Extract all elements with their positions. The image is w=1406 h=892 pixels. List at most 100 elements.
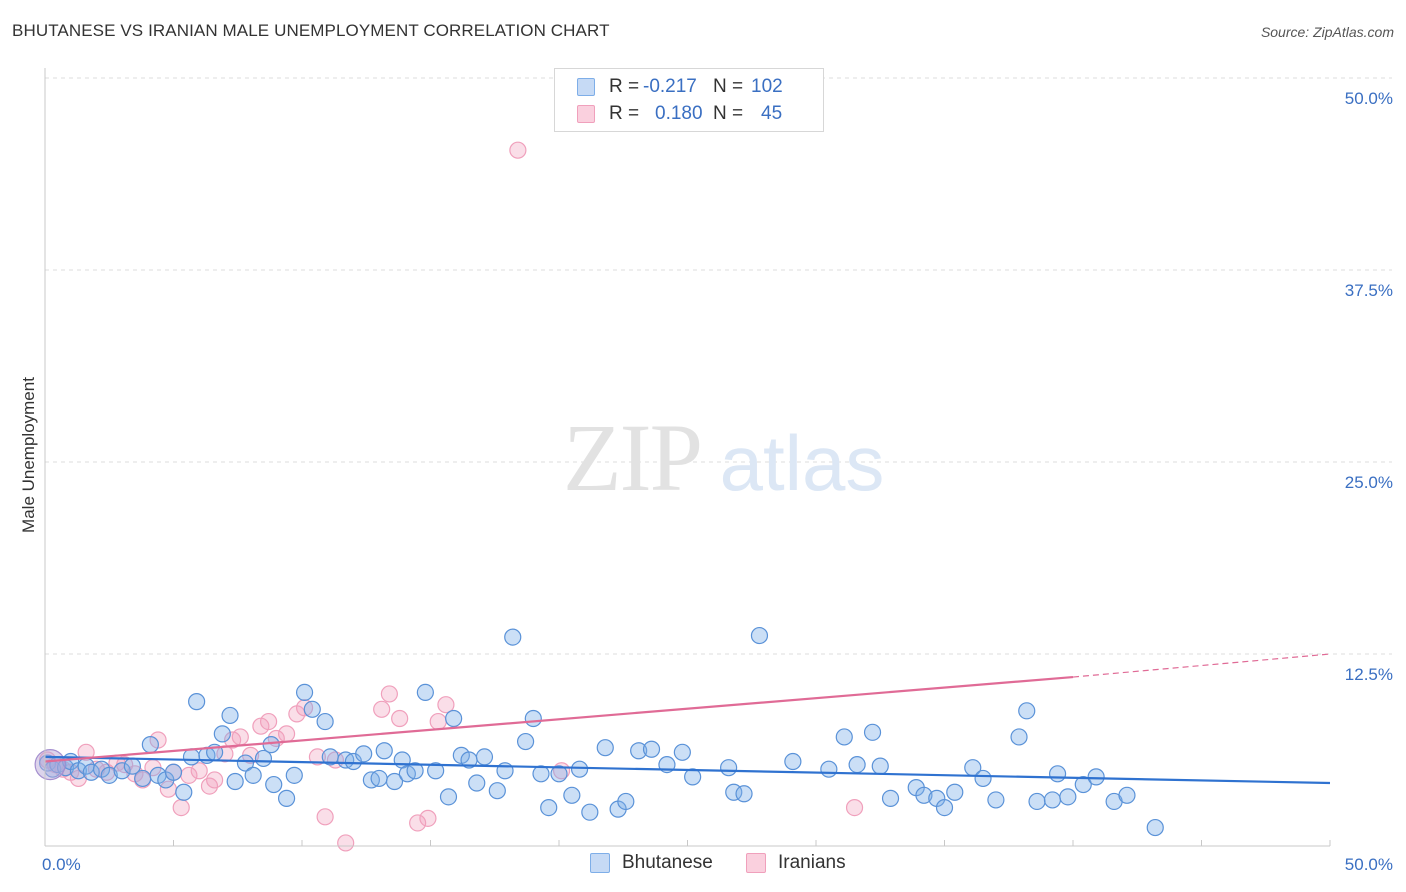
grid-lines: [45, 77, 1392, 655]
bhutanese-point: [236, 754, 255, 772]
iranians-point: [437, 696, 455, 714]
bhutanese-point: [1010, 728, 1028, 746]
bhutanese-point: [835, 728, 853, 746]
bhutanese-point: [820, 760, 838, 778]
y-tick-label: 25.0%: [1345, 473, 1393, 492]
legend-r-label: R =: [609, 76, 640, 97]
legend-n-label: N =: [713, 103, 744, 124]
bhutanese-point: [1087, 768, 1105, 786]
bhutanese-point: [581, 803, 599, 821]
y-tick-label: 12.5%: [1345, 665, 1393, 684]
legend-label-iranians: Iranians: [778, 852, 846, 873]
iranians-point: [259, 712, 278, 731]
iranians-point: [316, 808, 334, 826]
bhutanese-point: [550, 765, 568, 783]
iranians-point: [391, 709, 409, 728]
bhutanese-point: [563, 786, 581, 804]
x-tick-label: 0.0%: [42, 855, 81, 874]
bhutanese-point: [735, 785, 753, 803]
bhutanese-point: [355, 745, 373, 763]
bhutanese-point: [1048, 765, 1067, 783]
y-tick-label: 50.0%: [1345, 89, 1393, 108]
bhutanese-point: [244, 766, 262, 784]
bhutanese-point: [1146, 818, 1164, 837]
bhutanese-point: [630, 742, 648, 760]
iranians-trend-extension: [1072, 653, 1331, 678]
bhutanese-point: [175, 783, 193, 801]
iranians-point: [308, 748, 327, 766]
iranians-point: [419, 809, 437, 827]
bhutanese-point: [468, 774, 486, 792]
bhutanese-point: [516, 732, 535, 751]
bhutanese-point: [1118, 786, 1136, 804]
bhutanese-point: [221, 706, 239, 725]
legend-n-label: N =: [713, 76, 744, 97]
bhutanese-point: [673, 743, 691, 761]
iranians-point: [231, 728, 249, 746]
bhutanese-point: [488, 782, 506, 800]
bhutanese-point: [863, 723, 882, 741]
bhutanese-point: [617, 792, 635, 811]
watermark-atlas: atlas: [720, 419, 885, 507]
trend-lines: [44, 653, 1331, 785]
iranians-point: [429, 712, 447, 731]
bhutanese-point: [406, 762, 424, 780]
bhutanese-point: [213, 725, 231, 743]
bhutanese-trend-line: [44, 755, 1331, 785]
legend-n-value: 45: [761, 103, 783, 124]
bhutanese-point: [82, 763, 100, 781]
bhutanese-point: [277, 789, 296, 807]
bhutanese-point: [642, 740, 661, 758]
bhutanese-point: [182, 748, 201, 766]
iranians-point: [380, 685, 398, 703]
bhutanese-point: [1059, 788, 1077, 806]
legend-item-iranians[interactable]: Iranians: [746, 852, 846, 874]
legend-row-bhutanese: R = -0.217 N = 102: [577, 75, 783, 99]
bhutanese-point: [1028, 792, 1046, 811]
bhutanese-point: [385, 772, 404, 791]
bhutanese-point: [427, 762, 445, 780]
legend-item-bhutanese[interactable]: Bhutanese: [590, 852, 713, 874]
x-tick-label: 50.0%: [1345, 855, 1393, 874]
bhutanese-point: [532, 765, 550, 783]
bhutanese-points: [34, 626, 1164, 837]
legend-r-value: 0.180: [655, 103, 703, 124]
bhutanese-point: [164, 763, 183, 781]
legend-swatch-bhutanese: [577, 78, 595, 96]
legend-r-label: R =: [609, 103, 640, 124]
y-tick-label: 37.5%: [1345, 281, 1393, 300]
bhutanese-point: [1074, 775, 1092, 794]
bhutanese-point: [784, 752, 802, 771]
y-tick-labels: 12.5% 25.0% 37.5% 50.0%: [1345, 89, 1393, 684]
bhutanese-point: [226, 772, 244, 791]
legend-swatch-bhutanese: [590, 853, 610, 873]
x-tick-labels: 0.0% 50.0%: [42, 855, 1393, 874]
bhutanese-point: [141, 736, 159, 754]
stats-legend: R = -0.217 N = 102 R = 0.180 N = 45: [554, 68, 824, 132]
watermark: ZIP atlas: [563, 404, 884, 511]
bhutanese-point: [113, 762, 131, 780]
bhutanese-point: [596, 739, 614, 757]
bhutanese-point: [475, 748, 494, 766]
legend-row-iranians: R = 0.180 N = 45: [577, 102, 782, 126]
iranians-point: [277, 725, 296, 743]
legend-label-bhutanese: Bhutanese: [622, 852, 713, 873]
bhutanese-point: [871, 757, 889, 775]
bhutanese-point: [504, 628, 522, 646]
bhutanese-point: [540, 798, 558, 817]
bhutanese-point: [915, 786, 933, 804]
iranians-point: [509, 141, 527, 159]
bhutanese-point: [265, 775, 283, 794]
bhutanese-point: [524, 709, 542, 728]
iranians-point: [845, 798, 864, 817]
cluster-point: [34, 748, 66, 781]
bhutanese-point: [303, 700, 321, 718]
x-axis-ticks: [44, 840, 1331, 846]
iranians-point: [77, 743, 95, 761]
iranians-point: [337, 834, 355, 852]
bhutanese-point: [416, 683, 434, 702]
bhutanese-point: [262, 736, 280, 754]
bhutanese-point: [570, 760, 589, 778]
bhutanese-point: [987, 791, 1005, 809]
